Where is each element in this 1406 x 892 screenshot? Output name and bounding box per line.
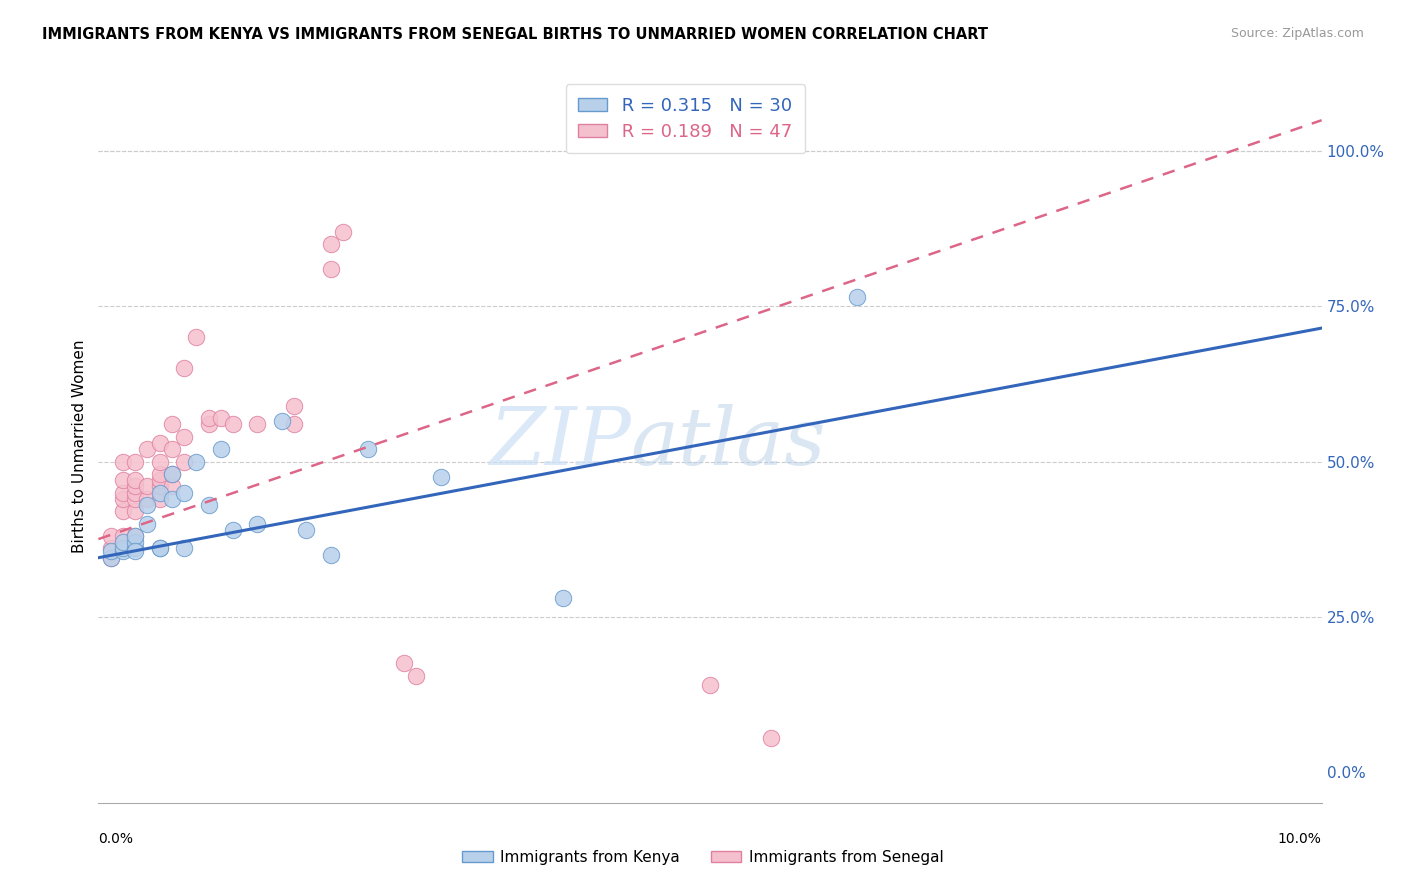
Point [283,417,305,432]
Point [160,467,183,481]
Point [319,548,342,562]
Text: IMMIGRANTS FROM KENYA VS IMMIGRANTS FROM SENEGAL BIRTHS TO UNMARRIED WOMEN CORRE: IMMIGRANTS FROM KENYA VS IMMIGRANTS FROM… [42,27,988,42]
Point [100,541,122,556]
Point [111,529,134,543]
Point [111,535,134,549]
Point [100,544,122,558]
Point [136,516,159,531]
Point [149,473,172,487]
Point [173,541,195,556]
Point [149,454,172,468]
Point [197,417,219,432]
Text: ZIP: ZIP [489,404,630,481]
Point [149,479,172,493]
Point [759,731,782,745]
Point [246,516,269,531]
Point [136,491,159,506]
Text: Source: ZipAtlas.com: Source: ZipAtlas.com [1230,27,1364,40]
Point [160,491,183,506]
Point [124,535,146,549]
Point [111,504,134,518]
Point [124,544,146,558]
Point [222,523,245,537]
Point [295,523,318,537]
Point [136,498,159,512]
Point [136,442,159,456]
Point [124,529,146,543]
Point [699,678,721,692]
Point [270,414,292,428]
Point [160,479,183,493]
Point [197,411,219,425]
Point [173,454,195,468]
Point [149,467,172,481]
Point [124,485,146,500]
Point [319,262,342,277]
Point [124,454,146,468]
Point [173,485,195,500]
Y-axis label: Births to Unmarried Women: Births to Unmarried Women [72,339,87,553]
Point [283,399,305,413]
Legend: Immigrants from Kenya, Immigrants from Senegal: Immigrants from Kenya, Immigrants from S… [456,844,950,871]
Point [149,541,172,556]
Point [186,454,208,468]
Point [149,541,172,556]
Point [209,442,232,456]
Point [124,479,146,493]
Point [149,485,172,500]
Point [186,330,208,344]
Text: atlas: atlas [630,404,825,481]
Point [160,467,183,481]
Point [845,290,868,304]
Point [209,411,232,425]
Point [246,417,269,432]
Point [111,544,134,558]
Point [430,470,453,484]
Point [332,225,354,239]
Point [405,668,427,682]
Point [356,442,378,456]
Point [136,479,159,493]
Legend:  R = 0.315   N = 30,  R = 0.189   N = 47: R = 0.315 N = 30, R = 0.189 N = 47 [565,84,806,153]
Point [124,491,146,506]
Point [149,436,172,450]
Point [100,550,122,565]
Point [553,591,575,605]
Point [173,430,195,444]
Point [111,454,134,468]
Point [149,491,172,506]
Point [173,361,195,376]
Text: 10.0%: 10.0% [1278,832,1322,846]
Point [160,442,183,456]
Point [124,473,146,487]
Point [392,656,416,670]
Point [111,473,134,487]
Point [319,237,342,252]
Point [160,417,183,432]
Point [111,485,134,500]
Point [100,550,122,565]
Point [222,417,245,432]
Point [111,541,134,556]
Point [111,491,134,506]
Point [124,504,146,518]
Point [197,498,219,512]
Point [100,529,122,543]
Point [124,541,146,556]
Text: 0.0%: 0.0% [98,832,134,846]
Point [124,529,146,543]
